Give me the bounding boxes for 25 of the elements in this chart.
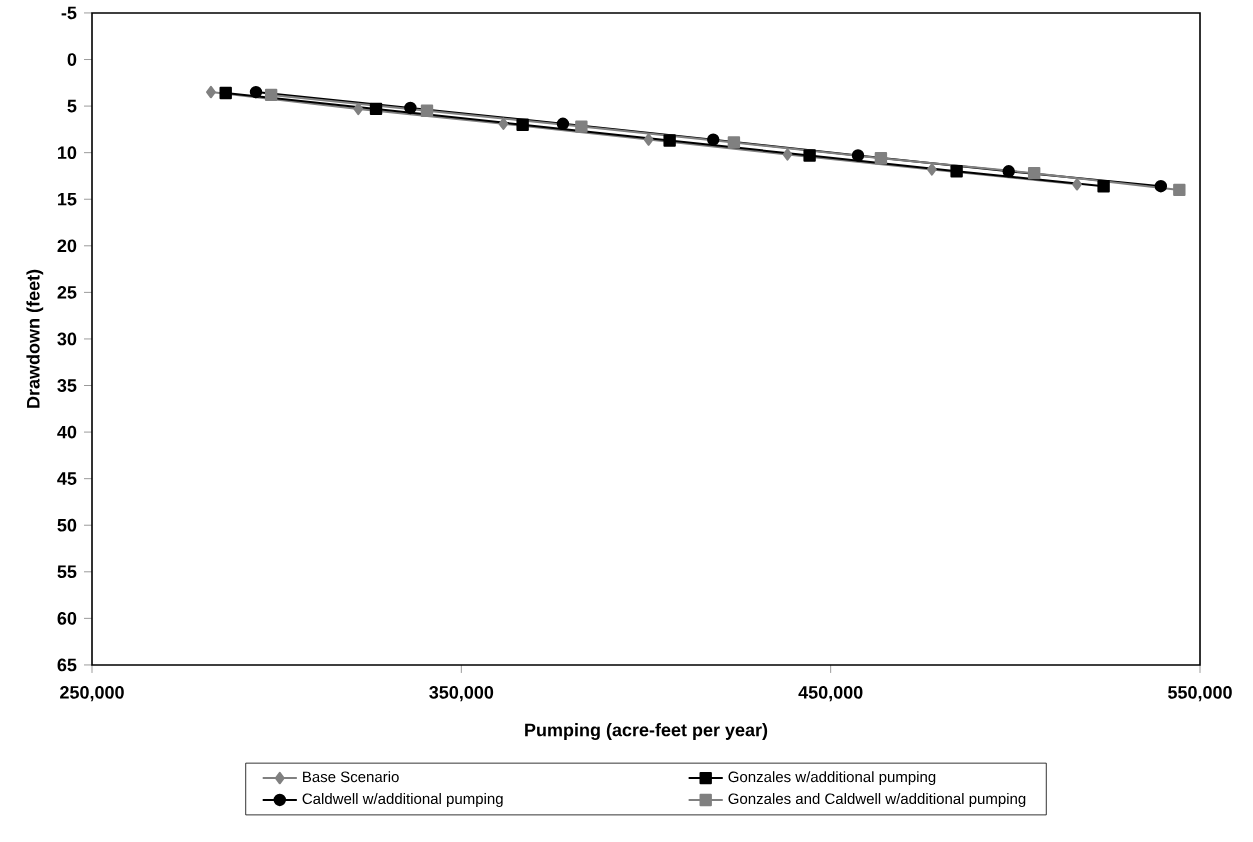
y-tick-label: 10	[58, 146, 77, 160]
y-tick-label: 40	[57, 425, 77, 439]
y-tick-label: -5	[61, 6, 77, 20]
y-tick-label: 55	[57, 565, 77, 579]
x-tick-label: 250,000	[60, 686, 124, 702]
legend-label: Gonzales w/additional pumping	[728, 771, 936, 786]
y-tick-label: 5	[67, 99, 77, 113]
legend-label: Base Scenario	[303, 771, 399, 783]
y-tick-label: 0	[67, 53, 77, 66]
x-tick-label: 450,000	[798, 686, 863, 702]
x-axis-title: Pumping (acre-feet per year)	[525, 723, 768, 740]
x-tick-label: 550,000	[1168, 686, 1232, 702]
y-tick-label: 15	[58, 192, 77, 206]
y-tick-label: 60	[57, 612, 77, 625]
y-tick-label: 30	[57, 332, 77, 346]
legend-label: Caldwell w/additional pumping	[302, 793, 503, 808]
y-tick-label: 35	[57, 379, 77, 392]
legend-label: Gonzales and Caldwell w/additional pumping	[728, 793, 1026, 808]
y-tick-label: 45	[57, 472, 77, 485]
y-axis-title: Drawdown (feet)	[26, 269, 44, 408]
y-tick-label: 65	[57, 658, 77, 672]
x-tick-label: 350,000	[429, 686, 494, 702]
y-tick-label: 20	[57, 239, 77, 253]
y-tick-label: 25	[57, 286, 77, 299]
y-tick-label: 50	[57, 518, 77, 532]
